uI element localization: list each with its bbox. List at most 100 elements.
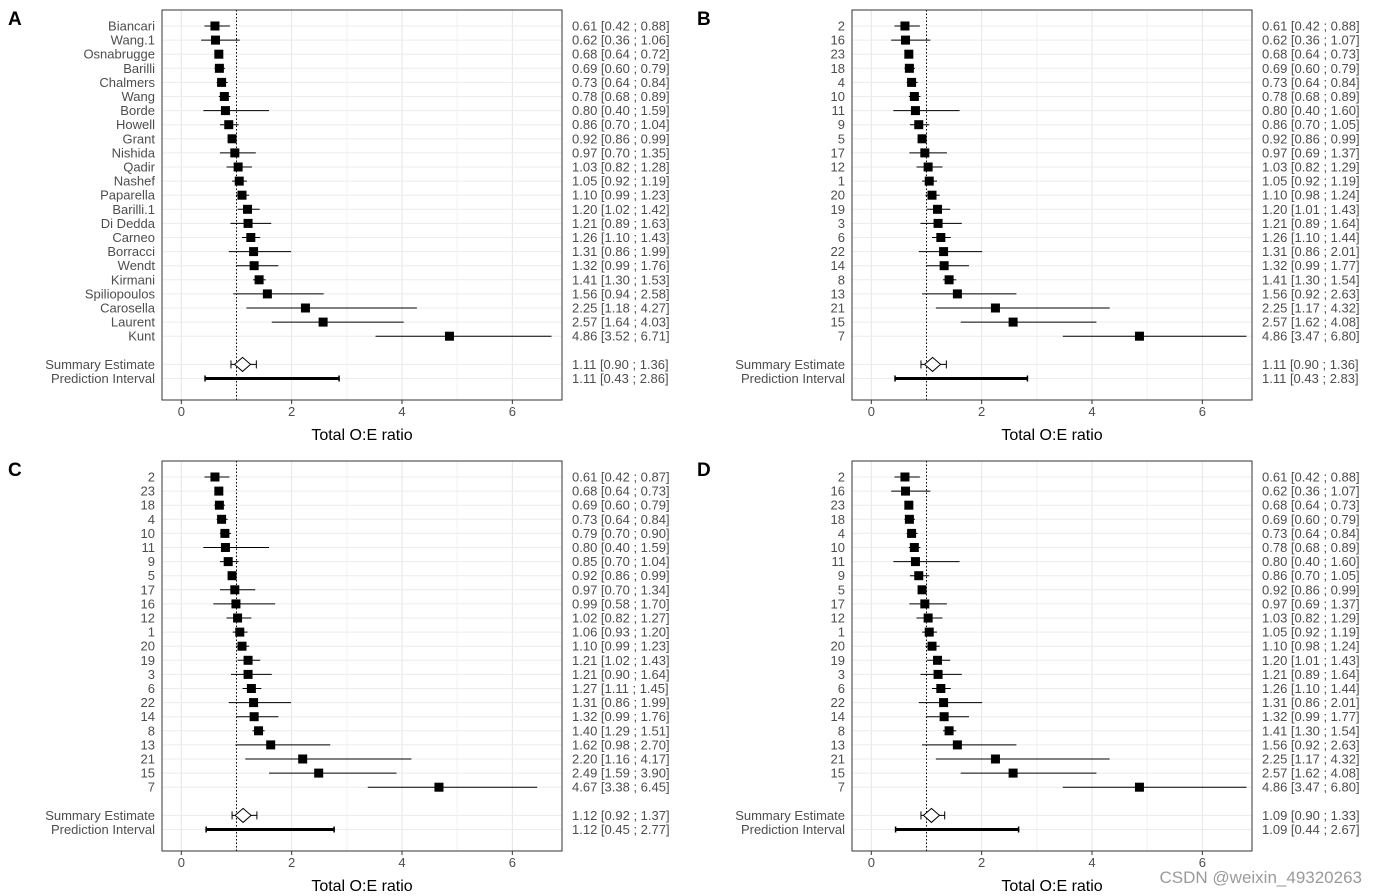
summary-estimate-text: 1.12 [0.92 ; 1.37]	[572, 808, 670, 823]
study-label: 13	[831, 737, 845, 752]
study-point	[909, 543, 919, 552]
study-point	[1134, 782, 1144, 792]
study-estimate-text: 0.80 [0.40 ; 1.59]	[572, 103, 670, 118]
study-point	[262, 289, 272, 299]
study-estimate-text: 1.03 [0.82 ; 1.29]	[1262, 160, 1360, 175]
study-estimate-text: 1.31 [0.86 ; 2.01]	[1262, 244, 1360, 259]
study-estimate-text: 0.62 [0.36 ; 1.06]	[572, 33, 670, 48]
study-label: 19	[141, 653, 155, 668]
study-label: 3	[148, 667, 155, 682]
study-point	[920, 599, 930, 609]
study-label: 5	[838, 131, 845, 146]
study-point	[217, 514, 227, 524]
study-label: Biancari	[108, 19, 155, 34]
study-label: Barilli.1	[112, 202, 155, 217]
study-point	[990, 754, 1000, 764]
study-label: 20	[831, 188, 845, 203]
study-label: Laurent	[111, 315, 155, 330]
study-point	[227, 134, 237, 144]
panel-a: A Biancari 0.61 [0.42 ; 0.88] Wang.1 0.62 [0…	[8, 9, 670, 444]
study-label: Wendt	[118, 258, 156, 273]
study-label: 3	[838, 216, 845, 231]
study-estimate-text: 2.20 [1.16 ; 4.17]	[572, 752, 670, 767]
study-estimate-text: 0.80 [0.40 ; 1.59]	[572, 540, 670, 555]
study-estimate-text: 0.97 [0.69 ; 1.37]	[1262, 145, 1360, 160]
study-estimate-text: 1.21 [0.89 ; 1.63]	[572, 216, 670, 231]
study-label: 13	[831, 286, 845, 301]
study-estimate-text: 0.69 [0.60 ; 0.79]	[1262, 61, 1360, 76]
study-point	[927, 641, 937, 651]
study-estimate-text: 1.20 [1.01 ; 1.43]	[1262, 202, 1360, 217]
panel-letter: A	[8, 9, 22, 30]
panel-letter: B	[697, 9, 711, 30]
study-label: 22	[831, 244, 845, 259]
study-label: 23	[141, 484, 155, 499]
study-point	[219, 92, 229, 101]
study-label: 14	[141, 709, 155, 724]
study-point	[249, 247, 259, 257]
study-label: Kunt	[128, 329, 155, 344]
study-point	[914, 120, 924, 130]
study-point	[233, 162, 243, 172]
x-tick-label: 4	[398, 855, 405, 870]
study-point	[243, 204, 253, 214]
panel-letter: D	[697, 460, 711, 481]
study-estimate-text: 0.69 [0.60 ; 0.79]	[1262, 512, 1360, 527]
prediction-estimate-text: 1.09 [0.44 ; 2.67]	[1262, 822, 1360, 837]
study-estimate-text: 1.10 [0.99 ; 1.23]	[572, 639, 670, 654]
study-label: 20	[141, 639, 155, 654]
study-label: 10	[831, 540, 845, 555]
study-estimate-text: 2.57 [1.62 ; 4.08]	[1262, 315, 1360, 330]
summary-diamond	[234, 807, 252, 824]
study-label: 22	[141, 695, 155, 710]
study-estimate-text: 4.86 [3.47 ; 6.80]	[1262, 329, 1360, 344]
study-point	[220, 543, 230, 552]
study-point	[246, 684, 256, 693]
x-tick-label: 6	[509, 404, 516, 419]
study-point	[939, 261, 949, 271]
x-tick-label: 4	[398, 404, 405, 419]
study-estimate-text: 4.86 [3.47 ; 6.80]	[1262, 780, 1360, 795]
study-estimate-text: 0.86 [0.70 ; 1.05]	[1262, 117, 1360, 132]
study-label: Barilli	[123, 61, 155, 76]
plot-background	[162, 10, 562, 400]
plot-border	[851, 460, 1253, 852]
prediction-label: Prediction Interval	[741, 371, 845, 386]
panel-b: B 2 0.61 [0.42 ; 0.88]16 0.62 [0.36 ; 1.07]…	[697, 9, 1360, 444]
x-axis-label: Total O:E ratio	[311, 878, 412, 895]
x-tick-label: 0	[868, 855, 875, 870]
study-estimate-text: 0.92 [0.86 ; 0.99]	[1262, 131, 1360, 146]
x-tick-label: 6	[509, 855, 516, 870]
study-estimate-text: 0.68 [0.64 ; 0.72]	[572, 47, 670, 62]
study-point	[907, 528, 917, 538]
study-point	[211, 35, 221, 45]
study-label: 13	[141, 737, 155, 752]
prediction-label: Prediction Interval	[741, 822, 845, 837]
study-estimate-text: 0.78 [0.68 ; 0.89]	[1262, 540, 1360, 555]
study-point	[933, 669, 943, 679]
study-estimate-text: 1.41 [1.30 ; 1.54]	[1262, 272, 1360, 287]
study-estimate-text: 1.32 [0.99 ; 1.77]	[1262, 709, 1360, 724]
study-label: 5	[148, 568, 155, 583]
study-label: 21	[831, 752, 845, 767]
study-label: 7	[838, 329, 845, 344]
study-label: 22	[831, 695, 845, 710]
study-label: Carosella	[100, 301, 156, 316]
study-estimate-text: 0.69 [0.60 ; 0.79]	[572, 498, 670, 513]
study-estimate-text: 1.27 [1.11 ; 1.45]	[572, 681, 669, 696]
study-label: 16	[831, 484, 845, 499]
study-point	[914, 571, 924, 581]
study-point	[243, 655, 253, 665]
study-point	[298, 754, 308, 764]
study-label: 4	[838, 75, 845, 90]
study-point	[944, 726, 954, 736]
study-point	[237, 190, 247, 200]
study-estimate-text: 2.57 [1.62 ; 4.08]	[1262, 766, 1360, 781]
study-estimate-text: 4.67 [3.38 ; 6.45]	[572, 780, 670, 795]
study-label: Qadir	[123, 160, 155, 175]
study-estimate-text: 2.49 [1.59 ; 3.90]	[572, 766, 670, 781]
study-point	[924, 176, 934, 186]
x-tick-label: 0	[868, 404, 875, 419]
study-estimate-text: 1.32 [0.99 ; 1.76]	[572, 258, 670, 273]
panel-d: D 2 0.61 [0.42 ; 0.88]16 0.62 [0.36 ; 1.07]…	[697, 460, 1360, 895]
